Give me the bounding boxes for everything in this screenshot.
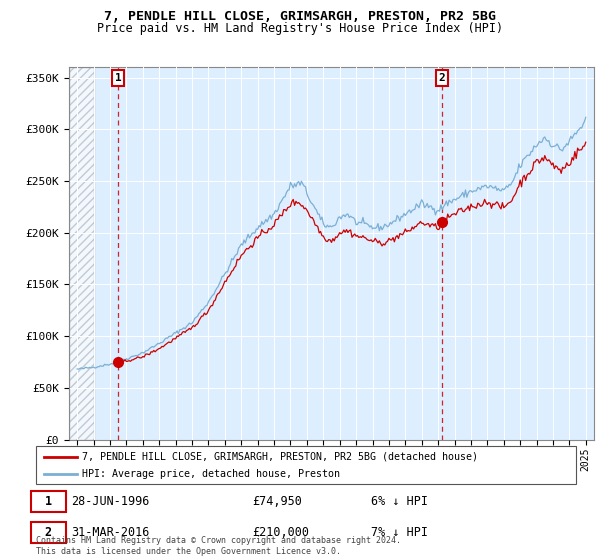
FancyBboxPatch shape bbox=[31, 522, 66, 543]
Text: 7% ↓ HPI: 7% ↓ HPI bbox=[371, 526, 428, 539]
Text: 1: 1 bbox=[44, 495, 52, 508]
Text: £74,950: £74,950 bbox=[252, 495, 302, 508]
Text: 7, PENDLE HILL CLOSE, GRIMSARGH, PRESTON, PR2 5BG: 7, PENDLE HILL CLOSE, GRIMSARGH, PRESTON… bbox=[104, 10, 496, 23]
Text: Contains HM Land Registry data © Crown copyright and database right 2024.
This d: Contains HM Land Registry data © Crown c… bbox=[36, 536, 401, 556]
Text: 2: 2 bbox=[44, 526, 52, 539]
Text: 6% ↓ HPI: 6% ↓ HPI bbox=[371, 495, 428, 508]
Text: £210,000: £210,000 bbox=[252, 526, 309, 539]
FancyBboxPatch shape bbox=[31, 491, 66, 512]
Text: 1: 1 bbox=[115, 73, 122, 83]
Text: 7, PENDLE HILL CLOSE, GRIMSARGH, PRESTON, PR2 5BG (detached house): 7, PENDLE HILL CLOSE, GRIMSARGH, PRESTON… bbox=[82, 451, 478, 461]
Text: 31-MAR-2016: 31-MAR-2016 bbox=[71, 526, 149, 539]
Text: HPI: Average price, detached house, Preston: HPI: Average price, detached house, Pres… bbox=[82, 469, 340, 479]
Text: 2: 2 bbox=[439, 73, 446, 83]
Text: 28-JUN-1996: 28-JUN-1996 bbox=[71, 495, 149, 508]
Text: Price paid vs. HM Land Registry's House Price Index (HPI): Price paid vs. HM Land Registry's House … bbox=[97, 22, 503, 35]
Bar bbox=[69, 67, 94, 440]
